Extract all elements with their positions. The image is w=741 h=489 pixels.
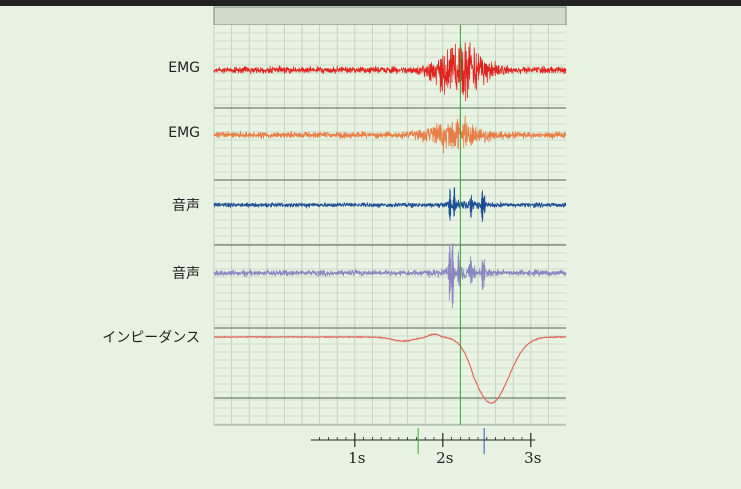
window-top-bar [0, 0, 741, 6]
series-line-3 [213, 187, 567, 223]
channel-label-3: 音声 [172, 198, 200, 214]
series-line-4 [213, 243, 567, 309]
x-tick-label-3: 3s [524, 449, 541, 467]
channel-label-2: EMG [168, 125, 200, 141]
x-tick-label-2: 2s [436, 449, 453, 467]
channel-label-5: インピーダンス [102, 330, 200, 346]
plot-header-strip [213, 6, 567, 26]
time-axis: 1s 2s 3s [310, 428, 541, 467]
channel-label-4: 音声 [172, 266, 200, 282]
x-tick-label-1: 1s [348, 449, 365, 467]
signal-traces [213, 42, 567, 404]
series-line-5 [213, 332, 567, 404]
channel-label-1: EMG [168, 60, 200, 76]
series-line-2 [213, 115, 567, 154]
series-line-1 [213, 42, 567, 102]
plot-grid [213, 25, 566, 426]
